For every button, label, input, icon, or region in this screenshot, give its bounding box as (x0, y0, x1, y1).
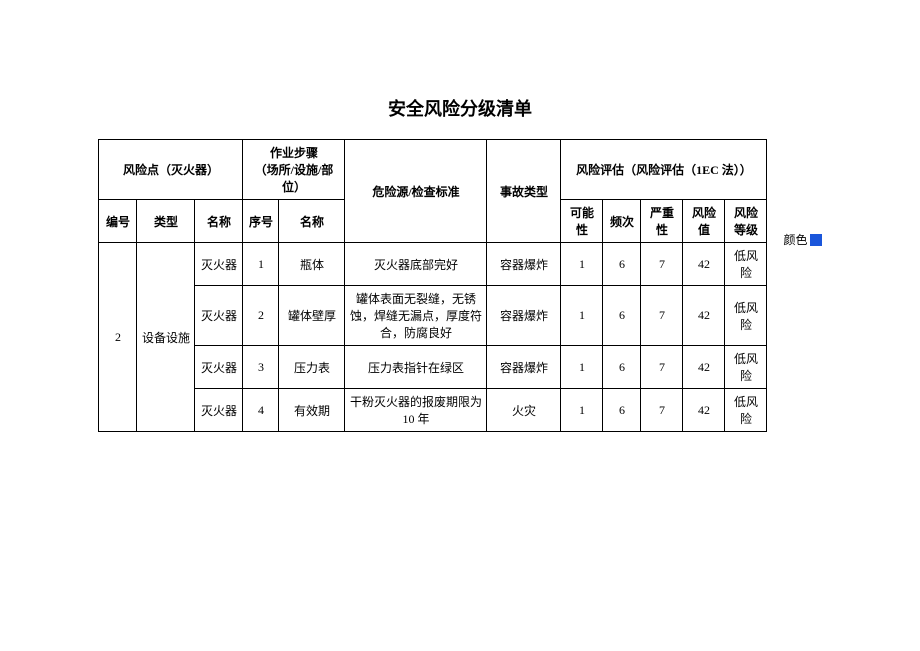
hdr-possibility: 可能性 (561, 200, 603, 243)
hdr-name: 名称 (195, 200, 243, 243)
cell-s: 7 (641, 243, 683, 286)
cell-p: 1 (561, 243, 603, 286)
table-row: 2 设备设施 灭火器 1 瓶体 灭火器底部完好 容器爆炸 1 6 7 42 低风… (99, 243, 767, 286)
hdr-risk-eval: 风险评估（风险评估（1EC 法）） (561, 140, 767, 200)
cell-p: 1 (561, 286, 603, 346)
cell-step: 压力表 (279, 346, 345, 389)
cell-f: 6 (603, 389, 641, 432)
cell-step: 有效期 (279, 389, 345, 432)
cell-name: 灭火器 (195, 346, 243, 389)
hdr-step-name: 名称 (279, 200, 345, 243)
cell-group-type: 设备设施 (137, 243, 195, 432)
table-row: 灭火器 3 压力表 压力表指针在绿区 容器爆炸 1 6 7 42 低风险 (99, 346, 767, 389)
hdr-severity: 严重性 (641, 200, 683, 243)
cell-accident: 容器爆炸 (487, 243, 561, 286)
cell-s: 7 (641, 346, 683, 389)
cell-p: 1 (561, 389, 603, 432)
cell-seq: 3 (243, 346, 279, 389)
color-legend: 颜色 (783, 231, 821, 248)
risk-table: 风险点（灭火器） 作业步骤 （场所/设施/部位） 危险源/检查标准 事故类型 风… (98, 139, 767, 432)
cell-lvl: 低风险 (725, 243, 767, 286)
table-row: 灭火器 4 有效期 干粉灭火器的报废期限为 10 年 火灾 1 6 7 42 低… (99, 389, 767, 432)
hdr-risk-value: 风险值 (683, 200, 725, 243)
cell-hazard: 灭火器底部完好 (345, 243, 487, 286)
cell-name: 灭火器 (195, 389, 243, 432)
cell-step: 罐体壁厚 (279, 286, 345, 346)
cell-f: 6 (603, 243, 641, 286)
cell-accident: 火灾 (487, 389, 561, 432)
table-wrap: 风险点（灭火器） 作业步骤 （场所/设施/部位） 危险源/检查标准 事故类型 风… (0, 139, 920, 432)
page-title: 安全风险分级清单 (0, 95, 920, 121)
hdr-type: 类型 (137, 200, 195, 243)
cell-seq: 2 (243, 286, 279, 346)
cell-hazard: 压力表指针在绿区 (345, 346, 487, 389)
cell-v: 42 (683, 389, 725, 432)
cell-accident: 容器爆炸 (487, 286, 561, 346)
cell-p: 1 (561, 346, 603, 389)
cell-lvl: 低风险 (725, 346, 767, 389)
cell-s: 7 (641, 389, 683, 432)
cell-f: 6 (603, 346, 641, 389)
cell-name: 灭火器 (195, 243, 243, 286)
color-label: 颜色 (783, 231, 807, 248)
cell-hazard: 干粉灭火器的报废期限为 10 年 (345, 389, 487, 432)
cell-seq: 1 (243, 243, 279, 286)
hdr-risk-level: 风险 等级 (725, 200, 767, 243)
hdr-accident: 事故类型 (487, 140, 561, 243)
cell-seq: 4 (243, 389, 279, 432)
cell-f: 6 (603, 286, 641, 346)
cell-hazard: 罐体表面无裂缝，无锈蚀，焊缝无漏点，厚度符合，防腐良好 (345, 286, 487, 346)
hdr-seq: 序号 (243, 200, 279, 243)
cell-v: 42 (683, 346, 725, 389)
color-swatch (810, 234, 822, 246)
cell-lvl: 低风险 (725, 286, 767, 346)
hdr-no: 编号 (99, 200, 137, 243)
cell-group-no: 2 (99, 243, 137, 432)
cell-v: 42 (683, 243, 725, 286)
hdr-risk-point: 风险点（灭火器） (99, 140, 243, 200)
cell-name: 灭火器 (195, 286, 243, 346)
hdr-frequency: 频次 (603, 200, 641, 243)
hdr-hazard: 危险源/检查标准 (345, 140, 487, 243)
cell-accident: 容器爆炸 (487, 346, 561, 389)
cell-s: 7 (641, 286, 683, 346)
cell-v: 42 (683, 286, 725, 346)
cell-lvl: 低风险 (725, 389, 767, 432)
cell-step: 瓶体 (279, 243, 345, 286)
hdr-work-step: 作业步骤 （场所/设施/部位） (243, 140, 345, 200)
table-row: 灭火器 2 罐体壁厚 罐体表面无裂缝，无锈蚀，焊缝无漏点，厚度符合，防腐良好 容… (99, 286, 767, 346)
